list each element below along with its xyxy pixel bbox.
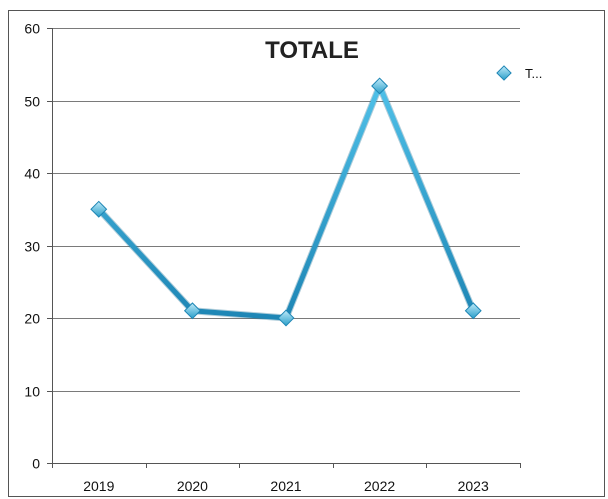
data-point-2020 [183, 302, 201, 320]
y-tick-label: 60 [24, 21, 40, 37]
x-tick-label-2019: 2019 [83, 478, 114, 494]
data-point-2021 [277, 309, 295, 327]
tick-labels: 0 10 20 30 40 50 60 2019 2020 2021 2022 2023 [24, 21, 489, 495]
data-point-2022 [371, 77, 389, 95]
y-tick-label: 10 [24, 384, 40, 400]
grid-lines [52, 28, 520, 392]
x-tick-label-2020: 2020 [177, 478, 208, 494]
x-tick-label-2021: 2021 [270, 478, 301, 494]
series-layer [90, 77, 482, 327]
data-point-2019 [90, 200, 108, 218]
y-tick-label: 20 [24, 311, 40, 327]
chart-border [8, 10, 605, 497]
y-tick-label: 40 [24, 166, 40, 182]
y-tick-label: 50 [24, 94, 40, 110]
legend: T... [483, 65, 542, 81]
x-tick-label-2023: 2023 [458, 478, 489, 494]
x-tick-label-2022: 2022 [364, 478, 395, 494]
y-tick-label: 30 [24, 239, 40, 255]
axes [47, 28, 521, 468]
series-line [96, 83, 476, 321]
legend-marker-swatch [496, 65, 512, 81]
legend-entry-label: T... [525, 66, 542, 81]
data-point-2023 [464, 302, 482, 320]
chart-title: TOTALE [265, 37, 359, 64]
series-line-shadow [95, 82, 477, 322]
y-tick-label: 0 [32, 456, 40, 472]
